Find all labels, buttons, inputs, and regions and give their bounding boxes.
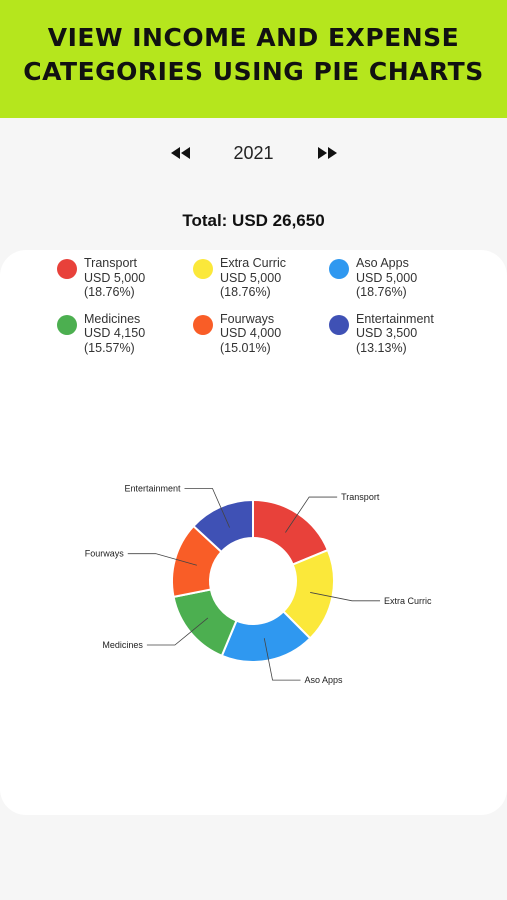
leader-line-fourways <box>127 553 197 566</box>
legend-text: Aso Apps USD 5,000 (18.76%) <box>356 256 417 300</box>
legend-label: Transport <box>84 256 138 270</box>
legend-text: Transport USD 5,000 (18.76%) <box>84 256 145 300</box>
fast-forward-icon <box>317 147 337 159</box>
pie-slice-entertainment[interactable] <box>192 498 254 554</box>
legend-amount: USD 3,500 <box>356 326 418 340</box>
legend-percent: (18.76%) <box>220 285 271 299</box>
legend-amount: USD 5,000 <box>84 270 146 285</box>
slice-label-aso-apps: Aso Apps <box>305 675 344 685</box>
legend-percent: (15.57%) <box>84 340 135 355</box>
slice-label-fourways: Fourways <box>85 549 125 559</box>
legend-swatch <box>329 314 349 335</box>
header-banner: VIEW INCOME AND EXPENSE CATEGORIES USING… <box>0 0 507 118</box>
legend-label: Aso Apps <box>356 256 409 270</box>
legend-percent: (13.13%) <box>356 340 407 355</box>
banner-title-line-2: CATEGORIES USING PIE CHARTS <box>23 57 484 86</box>
legend-item-fourways: Fourways USD 4,000 (15.01%) <box>193 312 329 356</box>
legend-text: Medicines USD 4,150 (15.57%) <box>84 312 145 356</box>
legend-swatch <box>57 314 77 335</box>
legend-label: Entertainment <box>356 311 434 326</box>
year-navigator: 2021 <box>0 138 507 168</box>
legend-item-transport: Transport USD 5,000 (18.76%) <box>57 256 193 300</box>
leader-line-aso-apps <box>263 638 301 681</box>
leader-line-entertainment <box>184 488 230 528</box>
leader-line-extra-curric <box>310 592 381 602</box>
legend-item-medicines: Medicines USD 4,150 (15.57%) <box>57 312 193 356</box>
legend-swatch <box>57 259 77 279</box>
previous-year-button[interactable] <box>166 138 196 168</box>
legend-label: Extra Curric <box>220 256 286 270</box>
legend-percent: (18.76%) <box>356 285 407 299</box>
legend-amount: USD 5,000 <box>356 270 418 285</box>
legend-percent: (15.01%) <box>220 340 271 355</box>
donut-chart: Transport Extra Curric Aso Apps Medicines Fo… <box>85 483 432 685</box>
next-year-button[interactable] <box>312 138 342 168</box>
legend-text: Fourways USD 4,000 (15.01%) <box>220 312 281 356</box>
pie-slice-medicines[interactable] <box>172 588 238 658</box>
legend-text: Entertainment USD 3,500 (13.13%) <box>356 312 434 356</box>
total-amount: Total: USD 26,650 <box>182 211 325 230</box>
year-label: 2021 <box>233 142 274 163</box>
rewind-icon <box>170 147 190 159</box>
leader-line-transport <box>285 496 338 533</box>
legend-swatch <box>193 259 213 279</box>
legend-amount: USD 5,000 <box>220 270 282 285</box>
banner-title-line-1: VIEW INCOME AND EXPENSE <box>47 23 460 52</box>
legend-amount: USD 4,000 <box>220 326 282 340</box>
legend-item-aso-apps: Aso Apps USD 5,000 (18.76%) <box>329 256 465 300</box>
legend-text: Extra Curric USD 5,000 (18.76%) <box>220 256 286 300</box>
legend-swatch <box>193 314 213 335</box>
chart-card: Transport USD 5,000 (18.76%) Extra Curric US… <box>0 250 507 815</box>
legend-swatch <box>329 259 349 279</box>
leader-line-medicines <box>146 617 209 646</box>
slice-label-medicines: Medicines <box>102 640 143 650</box>
slice-label-entertainment: Entertainment <box>124 483 181 493</box>
legend-item-extra-curric: Extra Curric USD 5,000 (18.76%) <box>193 256 329 300</box>
slice-label-extra-curric: Extra Curric <box>384 596 432 606</box>
legend-percent: (18.76%) <box>84 285 135 299</box>
legend-label: Medicines <box>84 311 141 326</box>
slice-label-transport: Transport <box>341 492 380 502</box>
legend-item-entertainment: Entertainment USD 3,500 (13.13%) <box>329 312 465 356</box>
legend-amount: USD 4,150 <box>84 326 146 340</box>
chart-legend: Transport USD 5,000 (18.76%) Extra Curric US… <box>57 256 477 355</box>
legend-label: Fourways <box>220 311 275 326</box>
banner-title: VIEW INCOME AND EXPENSE CATEGORIES USING… <box>23 21 483 97</box>
